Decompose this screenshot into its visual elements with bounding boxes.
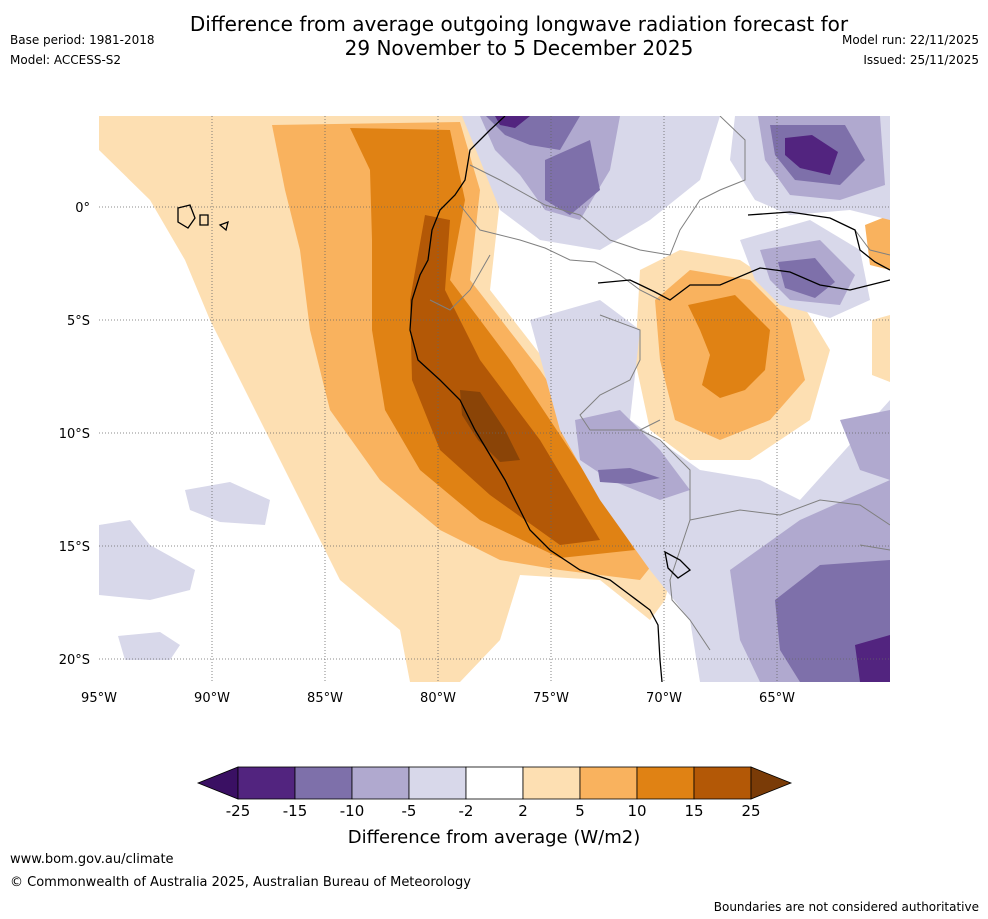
lon-tick-label: 65°W — [759, 691, 795, 706]
anomaly-band-over-25 — [460, 390, 520, 462]
copyright-text: © Commonwealth of Australia 2025, Austra… — [10, 875, 471, 890]
anomaly-band-minus-15-25-ne — [785, 135, 838, 175]
colorbar-tick-label: 2 — [518, 802, 528, 820]
meta-left: Base period: 1981-2018 Model: ACCESS-S2 — [10, 33, 155, 73]
anomaly-band-minus-2-5-pacific-c — [118, 632, 180, 660]
colorbar-extend-low — [196, 766, 239, 800]
base-period: Base period: 1981-2018 — [10, 33, 155, 47]
colorbar-swatch — [351, 766, 410, 800]
anomaly-band-minus-10-15-north-b — [545, 140, 600, 215]
lat-tick-label: 20°S — [59, 653, 90, 668]
colorbar-tick-label: 10 — [627, 802, 646, 820]
anomaly-band-minus-10-15-east — [778, 258, 835, 298]
disclaimer-text: Boundaries are not considered authoritat… — [713, 900, 979, 914]
colorbar-tick-label: -15 — [283, 802, 308, 820]
lon-tick-label: 70°W — [646, 691, 682, 706]
lon-tick-label: 80°W — [420, 691, 456, 706]
anomaly-band-minus-5-10-far-east — [840, 410, 890, 480]
anomaly-band-minus-2-5-pacific-b — [99, 520, 195, 600]
colorbar-tick-label: -5 — [402, 802, 417, 820]
colorbar-swatch — [408, 766, 467, 800]
lat-tick-label: 10°S — [59, 427, 90, 442]
model-run: Model run: 22/11/2025 — [841, 33, 979, 47]
lon-tick-label: 85°W — [307, 691, 343, 706]
colorbar-swatch — [522, 766, 581, 800]
lon-tick-label: 75°W — [533, 691, 569, 706]
lat-tick-label: 0° — [75, 201, 90, 216]
country-borders — [429, 116, 890, 651]
title-line-1: Difference from average outgoing longwav… — [189, 12, 849, 36]
model-name: Model: ACCESS-S2 — [10, 53, 122, 67]
chart-title: Difference from average outgoing longwav… — [0, 12, 988, 60]
longitude-labels: 95°W 90°W 85°W 80°W 75°W 70°W 65°W — [81, 691, 795, 706]
anomaly-band-minus-10-15-central — [598, 468, 660, 484]
map-canvas — [99, 116, 890, 682]
anomaly-band-minus-15-25-se — [855, 635, 890, 682]
lon-tick-label: 95°W — [81, 691, 117, 706]
website-link[interactable]: www.bom.gov.au/climate — [10, 852, 174, 867]
anomaly-band-minus-2-5-pacific-a — [185, 482, 270, 525]
colorbar-tick-label: 5 — [575, 802, 585, 820]
lon-tick-label: 90°W — [194, 691, 230, 706]
colorbar-label: Difference from average (W/m2) — [348, 827, 640, 848]
title-line-2: 29 November to 5 December 2025 — [344, 36, 694, 60]
colorbar-swatch — [579, 766, 638, 800]
anomaly-band-interior-10-15 — [688, 295, 770, 398]
colorbar-tick-label: -2 — [459, 802, 474, 820]
anomaly-band-10-15 — [350, 128, 635, 558]
colorbar-swatch — [237, 766, 296, 800]
colorbar-swatch — [636, 766, 695, 800]
lat-tick-label: 5°S — [67, 314, 90, 329]
gridlines — [99, 116, 890, 682]
colorbar-tick-label: -25 — [226, 802, 251, 820]
colorbar-swatch — [693, 766, 752, 800]
anomaly-band-east-edge — [865, 215, 890, 270]
colorbar: -25 -15 -10 -5 -2 2 5 10 15 25 — [196, 766, 793, 820]
issued-date: Issued: 25/11/2025 — [863, 53, 979, 67]
coastlines — [177, 116, 890, 682]
colorbar-swatch — [294, 766, 353, 800]
meta-right: Model run: 22/11/2025 Issued: 25/11/2025 — [842, 33, 979, 73]
anomaly-band-east-edge-light — [872, 315, 890, 382]
latitude-labels: 0° 5°S 10°S 15°S 20°S — [59, 201, 90, 668]
colorbar-swatch — [465, 766, 524, 800]
anomaly-band-15-25 — [410, 215, 600, 545]
colorbar-tick-label: 25 — [741, 802, 760, 820]
colorbar-tick-label: -10 — [340, 802, 365, 820]
colorbar-tick-label: 15 — [684, 802, 703, 820]
lat-tick-label: 15°S — [59, 540, 90, 555]
colorbar-extend-high — [750, 766, 793, 800]
anomaly-band-minus-5-10-central — [575, 410, 690, 500]
anomaly-band-minus-15-25-north — [495, 116, 530, 128]
